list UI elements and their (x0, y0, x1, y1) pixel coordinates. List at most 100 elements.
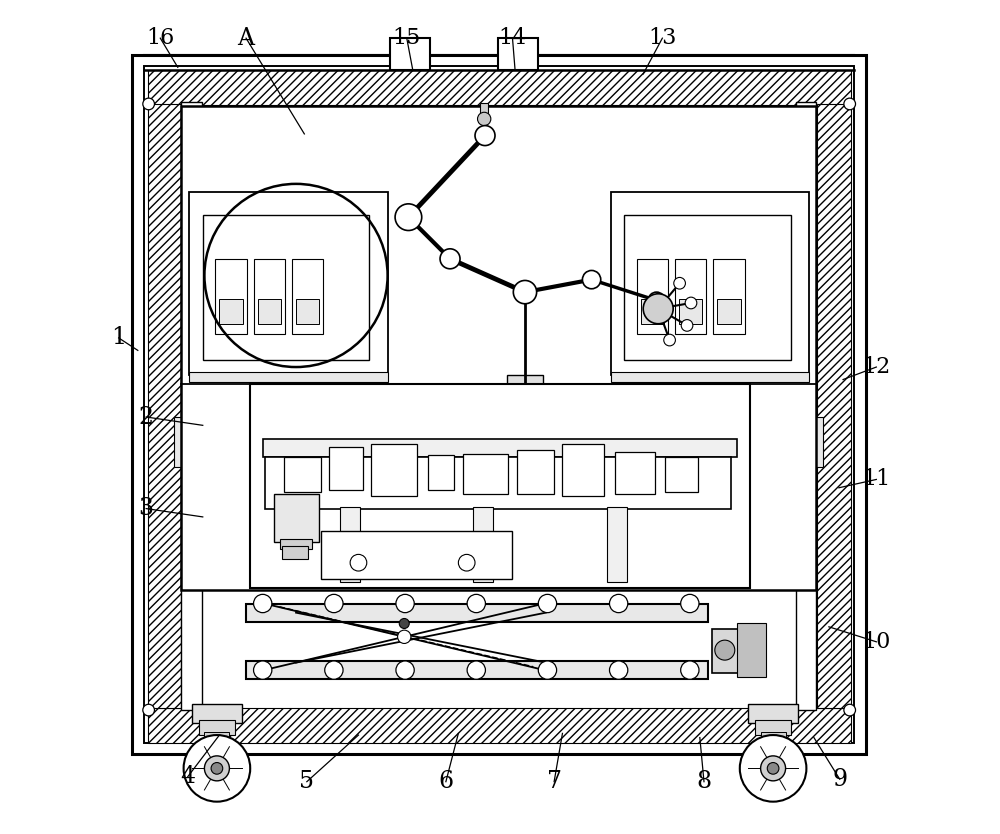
Bar (203, 214, 369, 360)
Bar (254, 259, 285, 334)
Circle shape (681, 661, 699, 679)
Bar (679, 299, 702, 324)
Bar (796, 103, 816, 710)
Bar (712, 630, 766, 672)
Bar (498, 38, 538, 70)
Text: 5: 5 (299, 770, 314, 793)
Bar (189, 192, 388, 375)
Bar (607, 507, 627, 582)
Circle shape (609, 661, 628, 679)
Bar (717, 299, 741, 324)
Circle shape (538, 661, 557, 679)
Circle shape (715, 641, 735, 661)
Bar (817, 104, 851, 708)
Text: 9: 9 (832, 767, 847, 791)
Circle shape (396, 595, 414, 613)
Bar (263, 439, 737, 457)
Circle shape (467, 595, 485, 613)
Bar (174, 417, 184, 467)
Circle shape (399, 619, 409, 629)
Text: 1: 1 (111, 326, 126, 349)
Text: 14: 14 (498, 28, 527, 49)
Text: 6: 6 (438, 770, 453, 793)
Bar (132, 55, 866, 754)
Bar (340, 507, 360, 582)
Bar (611, 192, 809, 375)
Text: 10: 10 (862, 631, 891, 653)
Circle shape (143, 98, 154, 110)
Circle shape (513, 280, 537, 304)
Circle shape (609, 595, 628, 613)
Bar (371, 445, 417, 496)
Bar (181, 103, 202, 710)
Bar (246, 661, 708, 679)
Bar (246, 604, 708, 622)
Bar (637, 259, 668, 334)
Circle shape (478, 113, 491, 126)
Text: 15: 15 (393, 28, 421, 49)
Bar (428, 455, 454, 490)
Circle shape (398, 631, 411, 644)
Bar (675, 259, 706, 334)
Bar (265, 457, 731, 509)
Circle shape (685, 297, 697, 309)
Circle shape (458, 555, 475, 571)
Circle shape (254, 661, 272, 679)
Bar (204, 731, 229, 743)
Circle shape (681, 595, 699, 613)
Circle shape (648, 292, 665, 309)
Circle shape (475, 126, 495, 146)
Text: 3: 3 (139, 497, 154, 520)
Bar (713, 259, 745, 334)
Circle shape (767, 762, 779, 774)
Bar (181, 106, 816, 590)
Bar (813, 417, 823, 467)
Bar (507, 375, 543, 388)
Circle shape (396, 661, 414, 679)
Text: 11: 11 (862, 469, 890, 490)
Bar (144, 66, 854, 743)
Bar (390, 38, 430, 70)
Circle shape (325, 661, 343, 679)
Circle shape (761, 756, 786, 781)
Bar (258, 299, 281, 324)
Bar (665, 457, 698, 492)
Bar (615, 452, 655, 494)
Text: 7: 7 (547, 770, 562, 793)
Bar (329, 447, 363, 490)
Bar (148, 708, 851, 743)
Bar (321, 531, 512, 580)
Circle shape (143, 704, 154, 716)
Circle shape (643, 294, 673, 324)
Circle shape (440, 249, 460, 269)
Text: 4: 4 (180, 765, 195, 788)
Bar (274, 494, 319, 542)
Bar (199, 720, 235, 735)
Circle shape (184, 735, 250, 801)
Bar (219, 299, 243, 324)
Circle shape (395, 203, 422, 230)
Circle shape (538, 595, 557, 613)
Bar (292, 259, 323, 334)
Circle shape (664, 334, 675, 346)
Text: 16: 16 (146, 28, 174, 49)
Circle shape (467, 661, 485, 679)
Bar (284, 457, 321, 492)
Bar (148, 104, 181, 708)
Bar (250, 384, 750, 588)
Text: 8: 8 (696, 770, 712, 793)
Text: A: A (238, 27, 255, 50)
Circle shape (254, 595, 272, 613)
Circle shape (211, 762, 223, 774)
Bar (761, 731, 786, 743)
Bar (562, 445, 604, 496)
Bar (215, 259, 247, 334)
Bar (737, 623, 766, 676)
Text: 2: 2 (139, 405, 154, 429)
Circle shape (844, 98, 856, 110)
Bar (480, 103, 488, 116)
Bar (624, 214, 791, 360)
Bar (192, 704, 242, 722)
Bar (748, 704, 798, 722)
Bar (517, 450, 554, 494)
